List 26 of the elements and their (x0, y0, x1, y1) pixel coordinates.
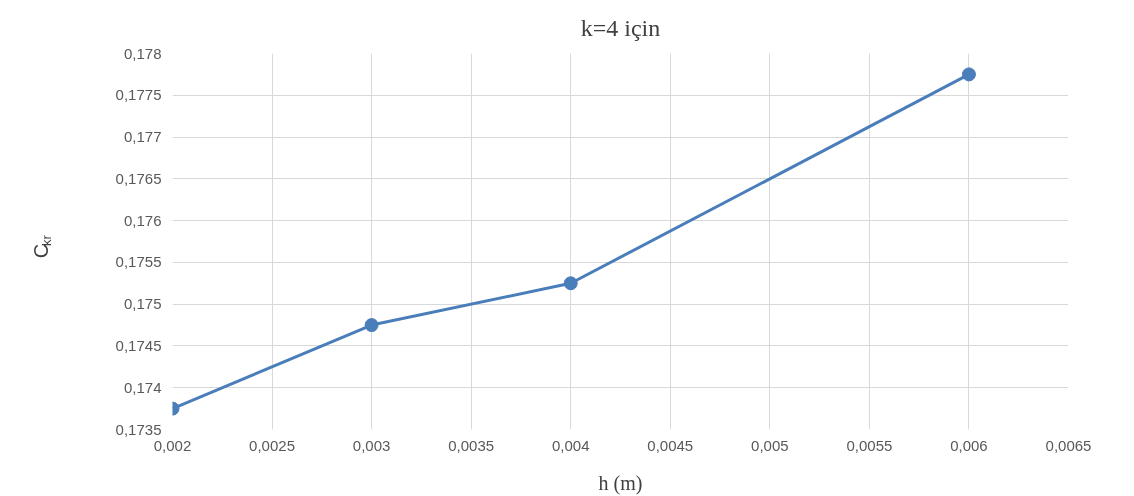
x-tick-label: 0,002 (153, 436, 192, 454)
y-tick-label: 0,1765 (115, 169, 162, 187)
x-tick-label: 0,005 (751, 436, 789, 454)
y-axis-title: Ckr (29, 234, 54, 259)
x-tick-label: 0,0065 (1045, 436, 1092, 454)
x-tick-label: 0,003 (352, 436, 391, 454)
y-tick-label: 0,177 (123, 128, 162, 146)
y-tick-label: 0,1755 (115, 253, 162, 271)
y-tick-label: 0,1775 (115, 86, 162, 104)
x-axis-title: h (m) (598, 471, 643, 495)
y-tick-label: 0,174 (123, 378, 162, 396)
x-tick-label: 0,0025 (249, 436, 296, 454)
x-tick-label: 0,0055 (846, 436, 893, 454)
point (563, 276, 578, 291)
x-tick-label: 0,0035 (448, 436, 495, 454)
y-tick-label: 0,178 (123, 44, 162, 62)
chart-title: k=4 için (580, 15, 661, 41)
x-tick-label: 0,006 (950, 436, 988, 454)
x-tick-label: 0,004 (551, 436, 590, 454)
point (961, 67, 976, 82)
point (364, 318, 379, 333)
y-tick-label: 0,1745 (115, 336, 162, 354)
x-tick-label: 0,0045 (647, 436, 694, 454)
y-tick-label: 0,1735 (115, 420, 162, 438)
y-tick-label: 0,176 (123, 211, 162, 229)
y-tick-label: 0,175 (123, 295, 162, 313)
